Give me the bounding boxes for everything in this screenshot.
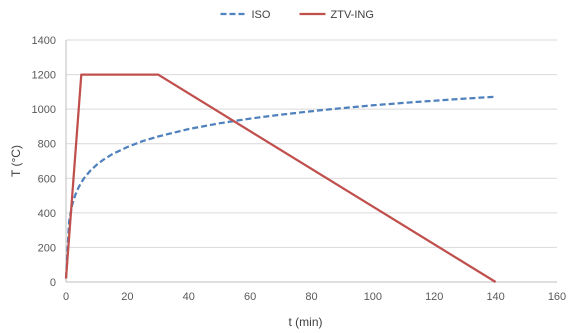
- axes: [65, 40, 557, 283]
- x-tick-label: 20: [121, 291, 133, 303]
- x-tick-label: 40: [183, 291, 195, 303]
- series-line-ztv-ing: [64, 73, 497, 283]
- x-tick-label: 100: [364, 291, 382, 303]
- series-line-iso: [64, 95, 496, 279]
- x-tick-label: 160: [548, 291, 566, 303]
- legend-label: ISO: [252, 9, 271, 21]
- x-tick-label: 60: [244, 291, 256, 303]
- series-lines: [64, 73, 497, 283]
- y-tick-label: 0: [50, 277, 56, 289]
- y-tick-label: 800: [38, 139, 56, 151]
- x-tick-label: 140: [486, 291, 504, 303]
- y-tick-label: 1000: [32, 104, 56, 116]
- x-tick-label: 0: [63, 291, 69, 303]
- tick-labels: 0 200 400 600 800 1000 1200 1400 0 20 40 60 80 100 120…: [32, 35, 567, 303]
- x-tick-label: 80: [305, 291, 317, 303]
- y-tick-label: 400: [38, 208, 56, 220]
- x-axis-label: t (min): [289, 315, 323, 329]
- y-tick-label: 1200: [32, 70, 56, 82]
- legend: ISO ZTV-ING: [220, 9, 374, 21]
- y-tick-label: 200: [38, 242, 56, 254]
- legend-label: ZTV-ING: [331, 9, 374, 21]
- y-tick-label: 1400: [32, 35, 56, 47]
- y-axis-label: T (°C): [9, 145, 23, 177]
- grid-lines: [66, 39, 557, 248]
- x-tick-label: 120: [425, 291, 443, 303]
- y-tick-label: 600: [38, 173, 56, 185]
